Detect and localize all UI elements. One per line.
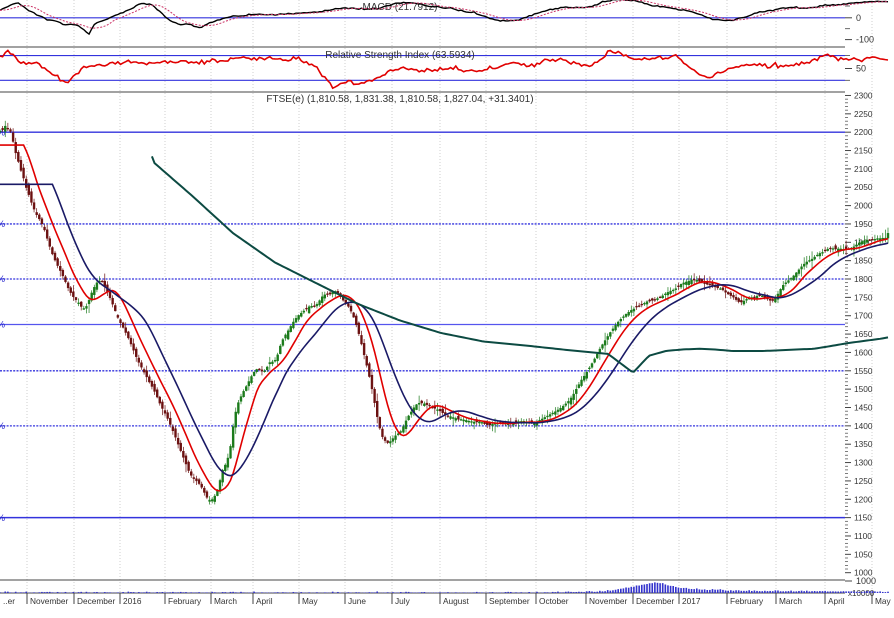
svg-text:1500: 1500 — [854, 384, 873, 394]
svg-text:1400: 1400 — [854, 421, 873, 431]
svg-text:2000: 2000 — [854, 201, 873, 211]
svg-text:%: % — [0, 421, 5, 431]
svg-text:FTSE(e) (1,810.58, 1,831.38, 1: FTSE(e) (1,810.58, 1,831.38, 1,810.58, 1… — [266, 94, 533, 105]
svg-text:1950: 1950 — [854, 219, 873, 229]
svg-text:September: September — [489, 596, 530, 606]
svg-text:August: August — [443, 596, 470, 606]
svg-text:December: December — [636, 596, 675, 606]
svg-text:2150: 2150 — [854, 146, 873, 156]
svg-text:0: 0 — [856, 13, 861, 23]
svg-text:%: % — [0, 320, 5, 330]
svg-text:Relative Strength Index (63.59: Relative Strength Index (63.5934) — [325, 50, 475, 61]
svg-text:November: November — [30, 596, 69, 606]
svg-text:1150: 1150 — [854, 513, 872, 523]
svg-text:..er: ..er — [3, 596, 15, 606]
svg-text:May: May — [875, 596, 892, 606]
svg-text:2300: 2300 — [854, 90, 873, 100]
svg-text:February: February — [168, 596, 202, 606]
svg-text:1100: 1100 — [854, 531, 872, 541]
svg-text:May: May — [302, 596, 319, 606]
svg-text:2250: 2250 — [854, 109, 873, 119]
svg-text:1050: 1050 — [854, 549, 873, 559]
svg-text:1550: 1550 — [854, 366, 873, 376]
svg-text:1000: 1000 — [856, 576, 876, 586]
svg-text:April: April — [256, 596, 273, 606]
svg-text:March: March — [214, 596, 237, 606]
svg-text:1750: 1750 — [854, 292, 873, 302]
svg-text:1450: 1450 — [854, 402, 873, 412]
svg-text:1300: 1300 — [854, 458, 873, 468]
svg-text:x10000: x10000 — [848, 589, 875, 598]
svg-text:2050: 2050 — [854, 182, 873, 192]
svg-text:1600: 1600 — [854, 347, 873, 357]
svg-text:December: December — [77, 596, 116, 606]
svg-text:%: % — [0, 513, 5, 523]
svg-text:%: % — [0, 219, 5, 229]
svg-text:March: March — [779, 596, 802, 606]
svg-text:July: July — [395, 596, 411, 606]
svg-text:%: % — [0, 274, 5, 284]
svg-text:1200: 1200 — [854, 494, 873, 504]
svg-text:2016: 2016 — [123, 596, 142, 606]
svg-text:1850: 1850 — [854, 256, 873, 266]
svg-text:November: November — [589, 596, 628, 606]
svg-text:1250: 1250 — [854, 476, 873, 486]
svg-text:October: October — [539, 596, 569, 606]
svg-text:1700: 1700 — [854, 311, 873, 321]
svg-text:2200: 2200 — [854, 127, 873, 137]
svg-text:April: April — [828, 596, 845, 606]
svg-text:2017: 2017 — [682, 596, 701, 606]
svg-text:1650: 1650 — [854, 329, 873, 339]
svg-text:February: February — [730, 596, 764, 606]
svg-text:2100: 2100 — [854, 164, 873, 174]
svg-text:-100: -100 — [856, 35, 874, 45]
svg-text:50: 50 — [856, 64, 866, 74]
svg-text:1350: 1350 — [854, 439, 873, 449]
svg-text:June: June — [348, 596, 366, 606]
svg-text:1800: 1800 — [854, 274, 873, 284]
